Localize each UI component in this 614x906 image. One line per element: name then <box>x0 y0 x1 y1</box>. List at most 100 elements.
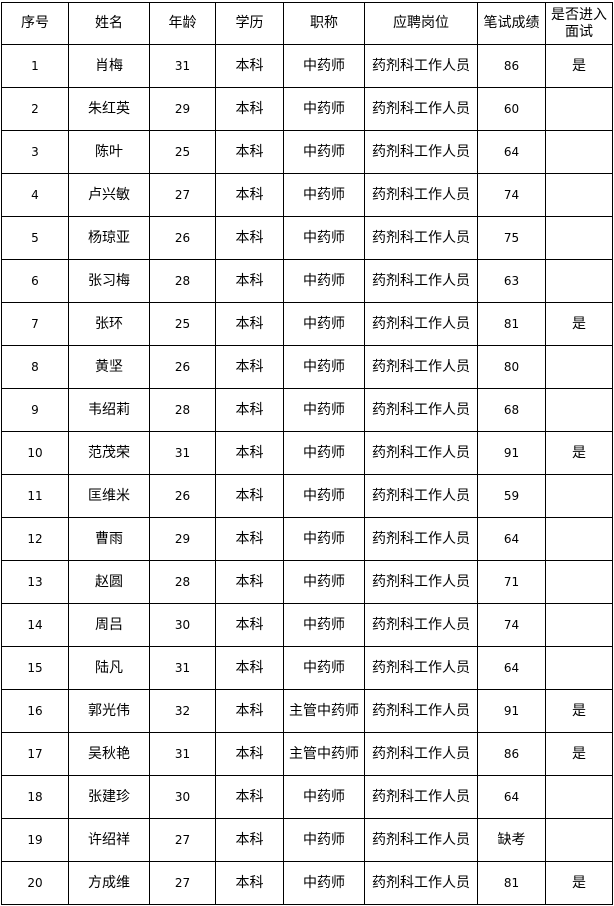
cell-index: 5 <box>1 216 69 260</box>
cell-interview: 是 <box>545 44 613 88</box>
table-row: 15 陆凡 31 本科 中药师 药剂科工作人员 64 <box>1 646 613 690</box>
cell-name: 韦绍莉 <box>68 388 150 432</box>
cell-score: 91 <box>477 689 546 733</box>
cell-score: 63 <box>477 259 546 303</box>
cell-title: 中药师 <box>283 474 365 518</box>
cell-name: 张习梅 <box>68 259 150 303</box>
cell-name: 陆凡 <box>68 646 150 690</box>
cell-position: 药剂科工作人员 <box>364 861 478 905</box>
cell-score: 64 <box>477 646 546 690</box>
cell-interview <box>545 646 613 690</box>
cell-title: 中药师 <box>283 259 365 303</box>
cell-score: 74 <box>477 173 546 217</box>
cell-interview <box>545 474 613 518</box>
cell-name: 许绍祥 <box>68 818 150 862</box>
table-row: 9 韦绍莉 28 本科 中药师 药剂科工作人员 68 <box>1 388 613 432</box>
cell-index: 14 <box>1 603 69 647</box>
cell-interview <box>545 216 613 260</box>
cell-index: 17 <box>1 732 69 776</box>
table-row: 12 曹雨 29 本科 中药师 药剂科工作人员 64 <box>1 517 613 561</box>
cell-name: 黄坚 <box>68 345 150 389</box>
cell-score: 80 <box>477 345 546 389</box>
cell-title: 中药师 <box>283 345 365 389</box>
cell-title: 中药师 <box>283 861 365 905</box>
cell-interview <box>545 603 613 647</box>
cell-score: 91 <box>477 431 546 475</box>
cell-position: 药剂科工作人员 <box>364 775 478 819</box>
cell-title: 中药师 <box>283 44 365 88</box>
cell-title: 主管中药师 <box>283 689 365 733</box>
cell-index: 12 <box>1 517 69 561</box>
header-row: 序号 姓名 年龄 学历 职称 应聘岗位 笔试成绩 是否进入面试 <box>1 2 613 45</box>
cell-age: 31 <box>149 431 216 475</box>
cell-age: 25 <box>149 130 216 174</box>
cell-position: 药剂科工作人员 <box>364 689 478 733</box>
cell-interview <box>545 259 613 303</box>
cell-age: 27 <box>149 861 216 905</box>
cell-education: 本科 <box>215 345 284 389</box>
cell-education: 本科 <box>215 474 284 518</box>
cell-score: 71 <box>477 560 546 604</box>
cell-education: 本科 <box>215 517 284 561</box>
cell-name: 曹雨 <box>68 517 150 561</box>
cell-education: 本科 <box>215 689 284 733</box>
cell-education: 本科 <box>215 775 284 819</box>
cell-education: 本科 <box>215 646 284 690</box>
cell-index: 9 <box>1 388 69 432</box>
cell-interview <box>545 345 613 389</box>
cell-interview <box>545 560 613 604</box>
table-row: 18 张建珍 30 本科 中药师 药剂科工作人员 64 <box>1 775 613 819</box>
cell-education: 本科 <box>215 861 284 905</box>
cell-interview <box>545 388 613 432</box>
cell-score: 64 <box>477 775 546 819</box>
table-row: 7 张环 25 本科 中药师 药剂科工作人员 81 是 <box>1 302 613 346</box>
cell-name: 赵圆 <box>68 560 150 604</box>
cell-education: 本科 <box>215 560 284 604</box>
cell-age: 25 <box>149 302 216 346</box>
cell-age: 31 <box>149 44 216 88</box>
cell-interview: 是 <box>545 689 613 733</box>
header-name: 姓名 <box>68 2 150 45</box>
cell-index: 1 <box>1 44 69 88</box>
cell-education: 本科 <box>215 603 284 647</box>
cell-position: 药剂科工作人员 <box>364 474 478 518</box>
cell-interview <box>545 775 613 819</box>
cell-name: 方成维 <box>68 861 150 905</box>
cell-title: 中药师 <box>283 173 365 217</box>
table-row: 19 许绍祥 27 本科 中药师 药剂科工作人员 缺考 <box>1 818 613 862</box>
table-row: 6 张习梅 28 本科 中药师 药剂科工作人员 63 <box>1 259 613 303</box>
table-row: 8 黄坚 26 本科 中药师 药剂科工作人员 80 <box>1 345 613 389</box>
cell-title: 中药师 <box>283 560 365 604</box>
cell-index: 11 <box>1 474 69 518</box>
cell-index: 7 <box>1 302 69 346</box>
cell-education: 本科 <box>215 216 284 260</box>
table-row: 10 范茂荣 31 本科 中药师 药剂科工作人员 91 是 <box>1 431 613 475</box>
cell-title: 中药师 <box>283 603 365 647</box>
table-row: 14 周吕 30 本科 中药师 药剂科工作人员 74 <box>1 603 613 647</box>
cell-index: 15 <box>1 646 69 690</box>
cell-index: 18 <box>1 775 69 819</box>
cell-title: 中药师 <box>283 388 365 432</box>
header-education: 学历 <box>215 2 284 45</box>
cell-index: 8 <box>1 345 69 389</box>
cell-education: 本科 <box>215 44 284 88</box>
cell-education: 本科 <box>215 431 284 475</box>
cell-education: 本科 <box>215 818 284 862</box>
table-row: 5 杨琼亚 26 本科 中药师 药剂科工作人员 75 <box>1 216 613 260</box>
cell-age: 31 <box>149 646 216 690</box>
cell-score: 59 <box>477 474 546 518</box>
cell-education: 本科 <box>215 388 284 432</box>
cell-position: 药剂科工作人员 <box>364 388 478 432</box>
header-index: 序号 <box>1 2 69 45</box>
cell-position: 药剂科工作人员 <box>364 560 478 604</box>
header-title: 职称 <box>283 2 365 45</box>
cell-index: 4 <box>1 173 69 217</box>
cell-age: 27 <box>149 173 216 217</box>
cell-position: 药剂科工作人员 <box>364 173 478 217</box>
table-row: 17 吴秋艳 31 本科 主管中药师 药剂科工作人员 86 是 <box>1 732 613 776</box>
cell-age: 26 <box>149 216 216 260</box>
cell-index: 20 <box>1 861 69 905</box>
table-row: 16 郭光伟 32 本科 主管中药师 药剂科工作人员 91 是 <box>1 689 613 733</box>
cell-position: 药剂科工作人员 <box>364 603 478 647</box>
cell-index: 19 <box>1 818 69 862</box>
